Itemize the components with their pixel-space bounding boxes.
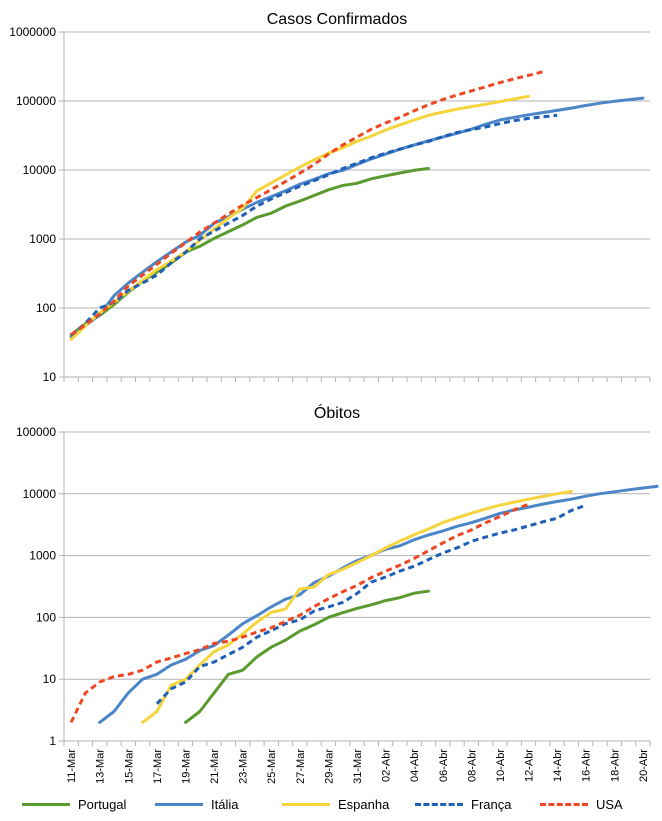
legend-item-italia: Itália: [155, 794, 238, 814]
y-tick-label: 1: [49, 734, 56, 748]
x-tick-label: 16-Abr: [581, 749, 593, 782]
legend-item-usa: USA: [540, 794, 623, 814]
legend: Portugal Itália Espanha França USA: [0, 790, 662, 818]
x-tick-label: 10-Abr: [495, 749, 507, 782]
x-tick-label: 23-Mar: [238, 749, 250, 784]
x-tick-label: 25-Mar: [266, 749, 278, 784]
y-tick-label: 100000: [16, 94, 56, 108]
x-tick-label: 12-Abr: [524, 749, 536, 782]
legend-label-portugal: Portugal: [78, 796, 127, 812]
chart-title: Casos Confirmados: [267, 11, 408, 28]
legend-swatch-usa: [540, 802, 588, 806]
y-tick-label: 10: [43, 672, 57, 686]
legend-swatch-franca: [415, 802, 463, 806]
legend-swatch-italia: [155, 802, 203, 806]
x-tick-label: 18-Abr: [609, 749, 621, 782]
y-tick-label: 1000: [29, 232, 56, 246]
chart-obitos: Óbitos 1 10 100 1000 10000 100000 11-Mar 13-Mar 1…: [16, 403, 659, 784]
x-tick-label: 11-Mar: [66, 749, 78, 783]
chart-casos-confirmados: Casos Confirmados 10 100 1000 10000 100000 100…: [9, 11, 651, 384]
x-tick-label: 06-Abr: [438, 749, 450, 782]
x-tick-label: 20-Abr: [638, 749, 650, 782]
x-tick-label: 17-Mar: [152, 749, 164, 784]
y-tick-label: 1000: [29, 549, 56, 563]
x-tick-label: 31-Mar: [352, 749, 364, 784]
chart-title: Óbitos: [314, 403, 360, 422]
y-tick-label: 100000: [16, 425, 56, 439]
series-line-usa: [69, 502, 530, 724]
series-line-usa: [70, 70, 544, 336]
x-tick-label: 04-Abr: [409, 749, 421, 782]
y-tick-label: 1000000: [9, 25, 56, 39]
x-tick-label: 02-Abr: [381, 749, 393, 782]
x-tick-label: 15-Mar: [123, 749, 135, 784]
x-tick-label: 13-Mar: [95, 749, 107, 784]
legend-swatch-espanha: [282, 802, 330, 806]
legend-item-franca: França: [415, 794, 511, 814]
series-line-portugal: [69, 167, 430, 337]
series-line-italia: [98, 484, 659, 724]
legend-item-espanha: Espanha: [282, 794, 389, 814]
legend-swatch-portugal: [22, 802, 70, 806]
x-tick-label: 29-Mar: [323, 749, 335, 784]
legend-label-franca: França: [471, 796, 512, 812]
series-line-espanha: [141, 489, 573, 724]
x-tick-label: 19-Mar: [180, 749, 192, 784]
y-tick-label: 10000: [23, 163, 57, 177]
y-tick-label: 100: [36, 610, 56, 624]
series-line-italia: [69, 96, 645, 339]
legend-item-portugal: Portugal: [22, 794, 126, 814]
y-tick-label: 100: [36, 301, 56, 315]
legend-label-espanha: Espanha: [338, 796, 390, 812]
y-tick-label: 10000: [23, 487, 57, 501]
series-line-espanha: [69, 94, 530, 341]
series-line-franca: [155, 503, 587, 705]
series-line-franca: [70, 113, 558, 337]
legend-label-usa: USA: [596, 796, 623, 812]
series-line-portugal: [184, 589, 430, 724]
x-tick-label: 21-Mar: [209, 749, 221, 784]
x-tick-label: 27-Mar: [295, 749, 307, 784]
legend-label-italia: Itália: [211, 796, 239, 812]
x-tick-label: 08-Abr: [466, 749, 478, 782]
x-tick-label: 14-Abr: [552, 749, 564, 782]
y-tick-label: 10: [43, 370, 57, 384]
